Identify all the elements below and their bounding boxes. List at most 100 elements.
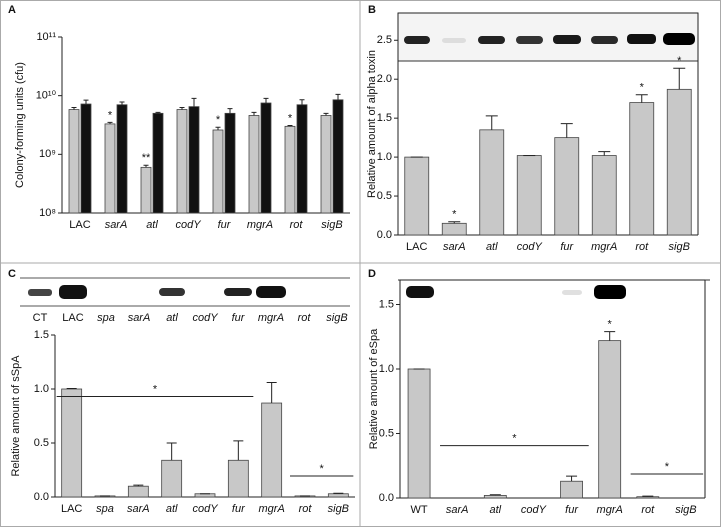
x-tick-label: codY <box>517 241 543 253</box>
error-bar <box>287 125 293 127</box>
error-bar <box>335 93 341 100</box>
bar <box>554 137 580 236</box>
blot-label: mgrA <box>258 312 284 324</box>
x-tick-label: WT <box>411 504 428 516</box>
x-tick-label: rot <box>641 504 655 516</box>
bar <box>636 496 660 499</box>
x-tick-label: sarA <box>127 503 150 515</box>
bar <box>188 106 200 214</box>
y-tick-label: 10⁸ <box>39 207 56 219</box>
y-axis-label: Colony-forming units (cfu) <box>14 62 26 188</box>
blot-c <box>20 277 350 307</box>
error-bar <box>635 94 648 103</box>
y-tick-label: 1.0 <box>379 363 394 375</box>
blot-label: spa <box>97 312 115 324</box>
significance-label: * <box>108 109 113 121</box>
bar <box>127 485 149 498</box>
x-tick-label: sigB <box>675 504 696 516</box>
error-bar <box>83 99 89 105</box>
bar <box>666 88 692 236</box>
bar <box>260 102 272 214</box>
error-bar <box>155 111 161 114</box>
x-tick-label: mgrA <box>591 241 617 253</box>
x-tick-label: codY <box>521 504 547 516</box>
blot-label: fur <box>232 312 246 324</box>
blot-label: CT <box>33 312 48 324</box>
error-bar <box>673 67 686 90</box>
error-bar <box>333 492 344 494</box>
bar <box>227 459 249 498</box>
bar <box>598 340 622 499</box>
error-bar <box>266 382 277 404</box>
error-bar <box>299 99 305 105</box>
error-bar <box>566 475 578 482</box>
significance-label: * <box>216 114 221 126</box>
x-tick-label: fur <box>560 241 574 253</box>
blot-label: LAC <box>62 312 83 324</box>
blot-label: rot <box>298 312 312 324</box>
bar <box>212 129 224 214</box>
x-tick-label: LAC <box>61 503 82 515</box>
panel-label: A <box>8 4 16 16</box>
error-bar <box>560 123 573 138</box>
bar <box>152 112 164 214</box>
x-tick-label: atl <box>486 241 498 253</box>
x-tick-label: fur <box>232 503 246 515</box>
error-bar <box>133 484 144 487</box>
x-tick-label: atl <box>146 219 158 231</box>
y-tick-label: 10⁹ <box>39 148 56 160</box>
x-tick-label: sigB <box>669 241 690 253</box>
bar <box>404 156 430 236</box>
error-bar <box>251 111 257 116</box>
x-tick-label: rot <box>290 219 304 231</box>
x-tick-label: codY <box>192 503 218 515</box>
blot-label: atl <box>166 312 178 324</box>
x-tick-label: sarA <box>446 504 469 516</box>
x-tick-label: atl <box>166 503 178 515</box>
y-tick-label: 0.5 <box>379 427 394 439</box>
blot-b <box>397 12 699 62</box>
error-bar <box>191 97 197 107</box>
significance-label: * <box>452 209 457 221</box>
error-bar <box>71 106 77 110</box>
bar <box>296 104 308 214</box>
bar <box>140 166 152 214</box>
bar <box>483 495 507 499</box>
blot-label: sarA <box>128 312 151 324</box>
error-bar <box>598 151 611 156</box>
panel-label: B <box>368 4 376 16</box>
significance-label: * <box>512 433 517 445</box>
bar <box>320 115 332 214</box>
error-bar <box>604 331 616 341</box>
y-tick-label: 1.5 <box>34 329 49 341</box>
y-tick-label: 0.0 <box>377 229 392 241</box>
error-bar <box>179 106 185 110</box>
error-bar <box>143 164 149 168</box>
x-tick-label: sarA <box>443 241 466 253</box>
bar <box>161 459 183 498</box>
x-tick-label: sigB <box>321 219 342 231</box>
y-tick-label: 1.5 <box>377 112 392 124</box>
bar <box>68 109 80 214</box>
y-tick-label: 2.5 <box>377 34 392 46</box>
bar <box>224 112 236 214</box>
error-bar <box>66 387 77 389</box>
significance-label: * <box>665 461 670 473</box>
x-tick-label: fur <box>218 219 232 231</box>
y-tick-label: 0.0 <box>379 492 394 504</box>
bar <box>516 155 542 236</box>
x-tick-label: mgrA <box>597 504 623 516</box>
y-tick-label: 1.0 <box>34 383 49 395</box>
x-tick-label: sigB <box>328 503 349 515</box>
panel-label: D <box>368 268 376 280</box>
bar <box>441 222 467 236</box>
x-tick-label: fur <box>565 504 579 516</box>
bar <box>284 125 296 214</box>
bar <box>591 155 617 236</box>
error-bar <box>485 115 498 130</box>
error-bar <box>227 108 233 114</box>
bar <box>248 115 260 214</box>
error-bar <box>323 112 329 116</box>
y-tick-label: 0.5 <box>34 437 49 449</box>
y-tick-label: 2.0 <box>377 73 392 85</box>
